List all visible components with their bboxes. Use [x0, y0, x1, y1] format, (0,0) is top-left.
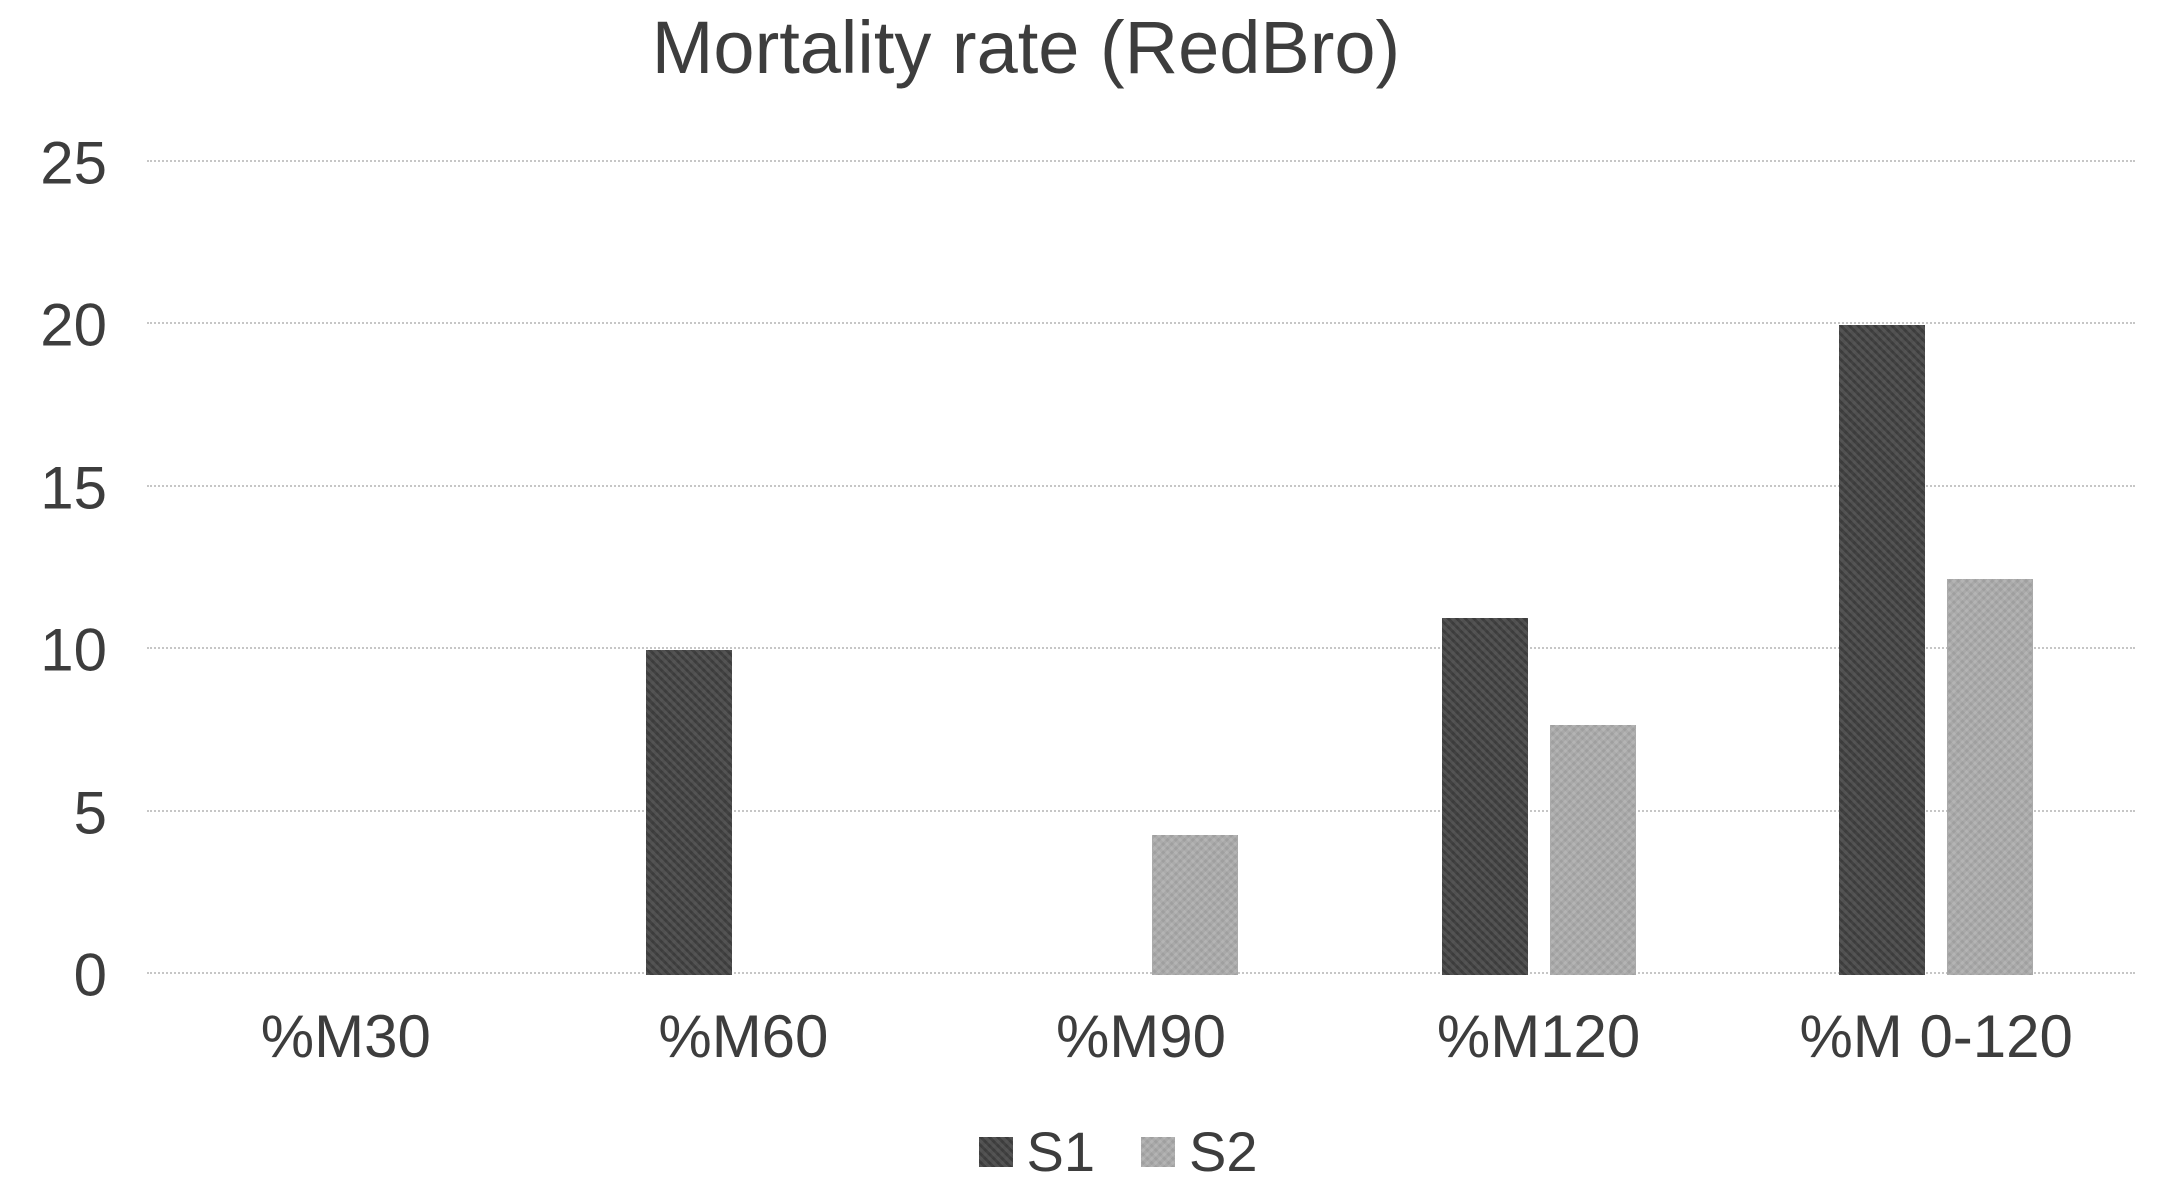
legend-swatch-s2: [1141, 1137, 1175, 1167]
legend: S1 S2: [36, 1124, 2164, 1180]
legend-swatch-s1: [978, 1137, 1013, 1167]
gridline-20: [147, 322, 2135, 325]
gridline-10: [147, 647, 2135, 650]
bar-groups: [147, 163, 2135, 976]
x-axis-label-m30: %M30: [260, 1003, 431, 1070]
plot-area: [147, 160, 2135, 976]
x-axis-label-m90: %M90: [1055, 1003, 1227, 1070]
gridline-5: [147, 809, 2135, 812]
x-axis: %M30 %M60 %M90 %M120 %M 0-120: [147, 1002, 2135, 1071]
bar-s1-m120: [1441, 617, 1528, 976]
bar-group-m90: [942, 163, 1340, 975]
bar-group-m60: [545, 163, 943, 975]
y-axis-tick-label-10: 10: [40, 616, 107, 684]
legend-label-s1: S1: [1026, 1120, 1096, 1183]
bar-group-m120: [1340, 163, 1738, 976]
chart-title: Mortality rate (RedBro): [651, 6, 1401, 89]
bar-group-m30: [147, 163, 545, 975]
gridline-25: [147, 160, 2135, 162]
bar-s2-m120: [1549, 724, 1636, 976]
bar-s2-m-0-120: [1947, 578, 2034, 976]
legend-label-s2: S2: [1189, 1120, 1258, 1183]
bar-s1-m-0-120: [1839, 325, 1926, 975]
y-axis: 0 5 10 15 20 25: [0, 130, 107, 1009]
x-axis-label-m120: %M120: [1436, 1003, 1641, 1070]
bar-s2-m90: [1151, 835, 1238, 975]
y-axis-tick-label-20: 20: [40, 291, 107, 359]
gridline-15: [147, 484, 2135, 487]
y-axis-tick-label-0: 0: [73, 941, 107, 1009]
legend-item-s1: S1: [978, 1120, 1096, 1183]
gridline-0: [147, 972, 2135, 974]
y-axis-tick-label-15: 15: [40, 454, 107, 522]
x-axis-label-m60: %M60: [658, 1003, 829, 1070]
bar-s1-m60: [646, 650, 733, 975]
y-axis-tick-label-25: 25: [40, 129, 107, 197]
legend-item-s2: S2: [1141, 1124, 1258, 1180]
x-axis-label-m-0-120: %M 0-120: [1799, 1003, 2073, 1070]
bar-group-m-0-120: [1737, 163, 2135, 976]
y-axis-tick-label-5: 5: [73, 779, 107, 847]
